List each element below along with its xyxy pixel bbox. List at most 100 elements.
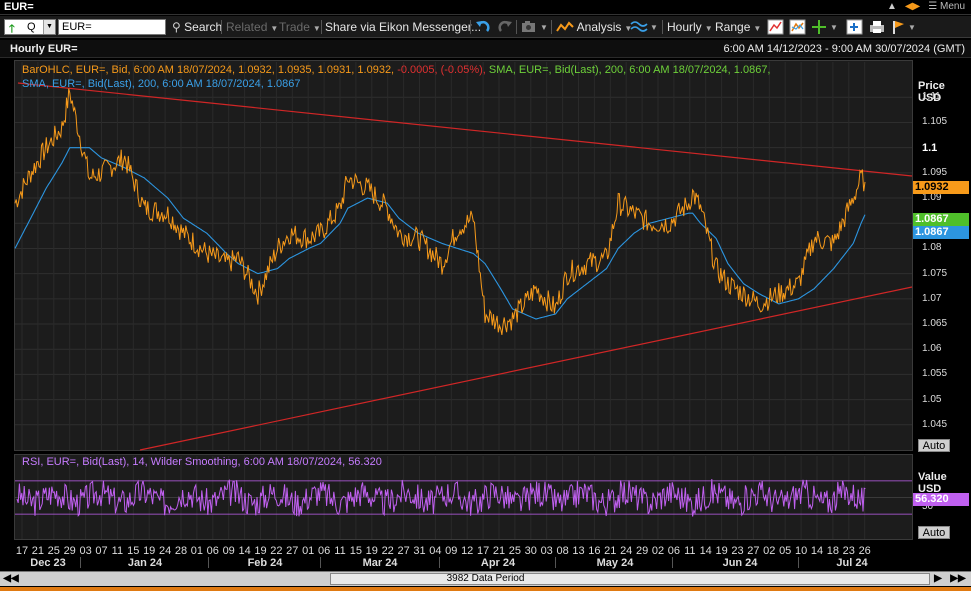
chevron-down-icon: ▼: [312, 24, 321, 33]
link-arrows-icon[interactable]: ◀▶: [904, 1, 921, 12]
day-tick-label: 21: [492, 545, 506, 557]
day-tick-label: 30: [524, 545, 537, 557]
search-button[interactable]: ⚲ Search: [172, 19, 222, 35]
day-tick-label: 07: [95, 545, 108, 557]
day-tick-label: 27: [397, 545, 410, 557]
day-tick-label: 09: [445, 545, 458, 557]
bar-change-legend: -0.0005, (-0.05%),: [397, 64, 486, 76]
day-tick-label: 24: [620, 545, 633, 557]
analysis-button[interactable]: Analysis ▼: [556, 19, 632, 35]
share-button[interactable]: Share via Eikon Messenger...: [325, 20, 482, 34]
chevron-down-icon[interactable]: ▼: [908, 23, 916, 32]
search-icon: ⚲: [172, 20, 181, 34]
trade-button[interactable]: Trade ▼: [279, 19, 321, 35]
menu-button[interactable]: ☰ Menu: [928, 1, 965, 12]
last-price-box: 1.0932: [913, 181, 969, 194]
chevron-down-icon[interactable]: ▼: [43, 20, 55, 34]
month-separator: [320, 557, 321, 568]
price-tick-label: 1.045: [922, 418, 948, 430]
price-tick-label: 1.06: [922, 343, 942, 355]
scrollbar-thumb[interactable]: [330, 573, 930, 585]
compare-chart-icon[interactable]: [789, 19, 807, 35]
month-label: Mar 24: [362, 557, 398, 569]
day-tick-label: 25: [508, 545, 522, 557]
camera-icon[interactable]: [520, 19, 538, 35]
print-icon[interactable]: [868, 19, 886, 35]
rsi-auto-scale-button[interactable]: Auto: [918, 526, 950, 539]
scroll-right-double-icon[interactable]: ▶▶: [950, 573, 966, 584]
crosshair-icon[interactable]: [811, 19, 829, 35]
chevron-down-icon[interactable]: ▼: [540, 23, 548, 32]
rsi-axis-title: Value: [918, 471, 947, 483]
symbol-selector[interactable]: 🡑 Q ▼: [4, 19, 56, 35]
rsi-legend: RSI, EUR=, Bid(Last), 14, Wilder Smoothi…: [22, 456, 382, 468]
price-tick-label: 1.07: [922, 292, 942, 304]
chevron-down-icon[interactable]: ▼: [830, 23, 838, 32]
search-label: Search: [184, 20, 223, 34]
day-tick-label: 26: [858, 545, 871, 557]
day-tick-label: 15: [127, 545, 140, 557]
scroll-right-icon[interactable]: ▶: [934, 573, 942, 584]
price-tick-label: 1.075: [922, 267, 948, 279]
price-tick-label: 1.09: [922, 192, 942, 204]
flag-icon[interactable]: [889, 19, 907, 35]
chevron-down-icon: ▼: [753, 24, 762, 33]
restore-icon[interactable]: ▲: [886, 1, 897, 12]
month-label: Dec 23: [30, 557, 66, 569]
interval-dropdown[interactable]: Hourly ▼: [667, 19, 713, 35]
day-tick-label: 19: [365, 545, 378, 557]
toolbar-divider: [551, 20, 552, 34]
day-tick-label: 04: [429, 545, 442, 557]
chart-type-icon[interactable]: [767, 19, 785, 35]
month-label: Jan 24: [127, 557, 163, 569]
wave-icon[interactable]: [630, 19, 648, 35]
day-tick-label: 27: [286, 545, 299, 557]
sma-legend-blue: SMA, EUR=, Bid(Last), 200, 6:00 AM 18/07…: [22, 78, 301, 90]
analysis-label: Analysis: [576, 20, 622, 34]
chevron-down-icon: ▼: [270, 24, 279, 33]
up-arrow-icon: 🡑: [9, 23, 15, 35]
rsi-axis-header: Value USD: [918, 471, 947, 495]
add-panel-icon[interactable]: [846, 19, 864, 35]
resistance-trendline: [17, 82, 913, 177]
ric-input[interactable]: EUR=: [58, 19, 166, 35]
menu-label: Menu: [939, 1, 965, 12]
price-panel[interactable]: [14, 60, 913, 451]
time-scrollbar[interactable]: ◀◀ 3982 Data Period ▶ ▶▶: [0, 571, 971, 586]
price-tick-label: 1.1: [922, 141, 938, 154]
chevron-down-icon: ▼: [704, 24, 713, 33]
undo-icon[interactable]: [474, 19, 492, 35]
day-tick-label: 06: [317, 545, 331, 557]
window-controls: ▲ ◀▶ ☰ Menu: [887, 1, 965, 12]
day-tick-label: 16: [588, 545, 601, 557]
day-tick-label: 19: [715, 545, 728, 557]
sma-value-box-blue: 1.0867: [913, 226, 969, 239]
day-tick-label: 13: [572, 545, 585, 557]
toolbar-divider: [516, 20, 517, 34]
day-tick-label: 17: [15, 545, 29, 557]
day-tick-label: 22: [381, 545, 394, 557]
price-axis-header: Price USD: [918, 80, 945, 104]
related-button[interactable]: Related ▼: [226, 19, 278, 35]
range-dropdown[interactable]: Range ▼: [715, 19, 761, 35]
day-tick-label: 29: [63, 545, 76, 557]
day-tick-label: 14: [810, 545, 824, 557]
price-tick-label: 1.065: [922, 318, 948, 330]
redo-icon[interactable]: [496, 19, 514, 35]
scroll-left-double-icon[interactable]: ◀◀: [3, 573, 19, 584]
day-tick-label: 11: [334, 545, 346, 557]
day-tick-label: 03: [79, 545, 92, 557]
day-tick-label: 05: [779, 545, 792, 557]
day-tick-label: 23: [842, 545, 855, 557]
price-axis-unit: USD: [918, 92, 942, 104]
toolbar: 🡑 Q ▼ EUR= ⚲ Search Related ▼ Trade ▼ Shar…: [0, 16, 971, 38]
day-tick-label: 25: [47, 545, 60, 557]
day-tick-label: 09: [222, 545, 235, 557]
price-tick-label: 1.08: [922, 242, 942, 254]
chart-title: Hourly EUR=: [10, 43, 78, 55]
price-auto-scale-button[interactable]: Auto: [918, 439, 950, 452]
day-tick-label: 12: [461, 545, 474, 557]
chevron-down-icon[interactable]: ▼: [650, 23, 658, 32]
price-tick-label: 1.055: [922, 368, 948, 380]
sma-legend-green: SMA, EUR=, Bid(Last), 200, 6:00 AM 18/07…: [488, 64, 771, 76]
